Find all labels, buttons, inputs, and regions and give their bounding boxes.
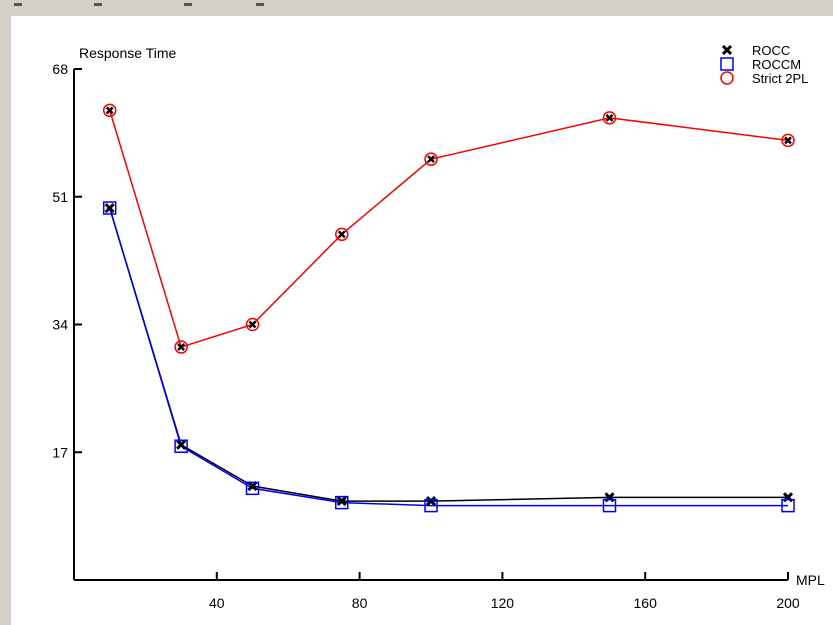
legend-marker [720,71,734,85]
y-tick-label: 51 [52,189,68,205]
axes: Response Time MPL [73,45,825,588]
point-roccm [174,439,188,453]
point-roccm [602,498,617,513]
series-line-rocc [108,207,788,502]
series-markers [102,103,795,513]
series-line-strict-2pl [108,110,789,348]
point-roccm [335,495,349,510]
x-tick-label: 40 [209,595,225,611]
toolbar-mark [14,3,22,6]
series-lines [108,110,789,507]
legend-label: ROCCM [752,57,801,72]
point-strict-2pl-inner [337,230,346,239]
y-tick-label: 17 [52,444,68,460]
x-tick-label: 120 [491,595,515,611]
point-strict-2pl-inner [248,320,257,329]
y-tick-label: 68 [52,61,68,77]
point-strict-2pl-inner [427,155,435,164]
x-tick-label: 200 [776,595,800,611]
point-strict-2pl [174,340,188,354]
point-rocc [336,496,347,507]
ticks: 17 34 51 68 40 80 120 160 200 [52,61,799,611]
toolbar-mark [256,3,264,6]
point-strict-2pl-inner [177,343,185,351]
point-strict-2pl [424,152,438,166]
x-tick-label: 80 [352,595,368,611]
point-strict-2pl-inner [605,113,614,122]
legend-label: Strict 2PL [752,71,808,86]
x-tick-label: 160 [634,595,658,611]
point-strict-2pl [335,227,349,242]
point-roccm [781,498,795,513]
legend-label: ROCC [752,43,790,58]
y-axis-label: Response Time [79,45,176,61]
toolbar-mark [184,3,192,6]
point-strict-2pl [781,133,795,148]
point-strict-2pl [245,317,260,332]
toolbar-mark [94,3,102,6]
point-roccm [102,201,117,215]
point-rocc [176,439,187,450]
legend-marker [721,44,733,56]
point-strict-2pl-inner [105,106,114,115]
point-strict-2pl [102,103,117,118]
point-roccm [245,481,260,496]
y-tick-label: 34 [52,317,68,333]
point-roccm [424,498,438,513]
series-line-roccm [108,207,788,507]
point-rocc [425,496,437,507]
legend-marker [720,57,734,71]
point-rocc [104,202,115,214]
point-strict-2pl-inner [784,136,792,145]
x-axis-label: MPL [796,572,825,588]
point-rocc [247,481,258,492]
plot-panel [11,16,833,625]
point-strict-2pl [602,111,617,125]
window-top-strip [0,0,833,16]
